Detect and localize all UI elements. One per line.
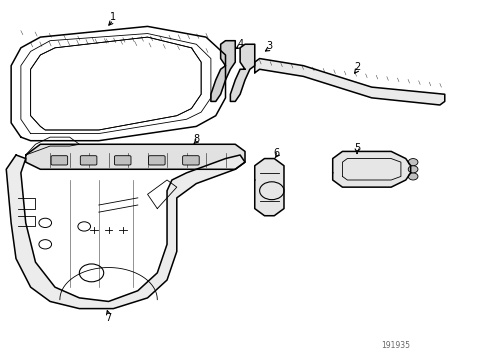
Text: 5: 5 [354,143,360,153]
Polygon shape [6,155,245,309]
FancyBboxPatch shape [148,156,165,165]
Circle shape [408,166,418,173]
Text: 7: 7 [105,312,112,323]
Polygon shape [30,37,201,130]
Polygon shape [255,158,284,216]
Text: 3: 3 [266,41,272,51]
Text: 8: 8 [193,134,199,144]
FancyBboxPatch shape [115,156,131,165]
Polygon shape [255,59,445,105]
Text: 1: 1 [110,13,117,22]
Polygon shape [211,41,235,102]
Text: 2: 2 [354,63,360,72]
Circle shape [408,158,418,166]
FancyBboxPatch shape [183,156,199,165]
Text: 191935: 191935 [381,341,411,350]
FancyBboxPatch shape [80,156,97,165]
Polygon shape [26,144,245,169]
Polygon shape [333,152,411,187]
Circle shape [408,173,418,180]
Text: 6: 6 [273,148,280,158]
Polygon shape [230,44,255,102]
Text: 4: 4 [237,39,243,49]
FancyBboxPatch shape [51,156,68,165]
